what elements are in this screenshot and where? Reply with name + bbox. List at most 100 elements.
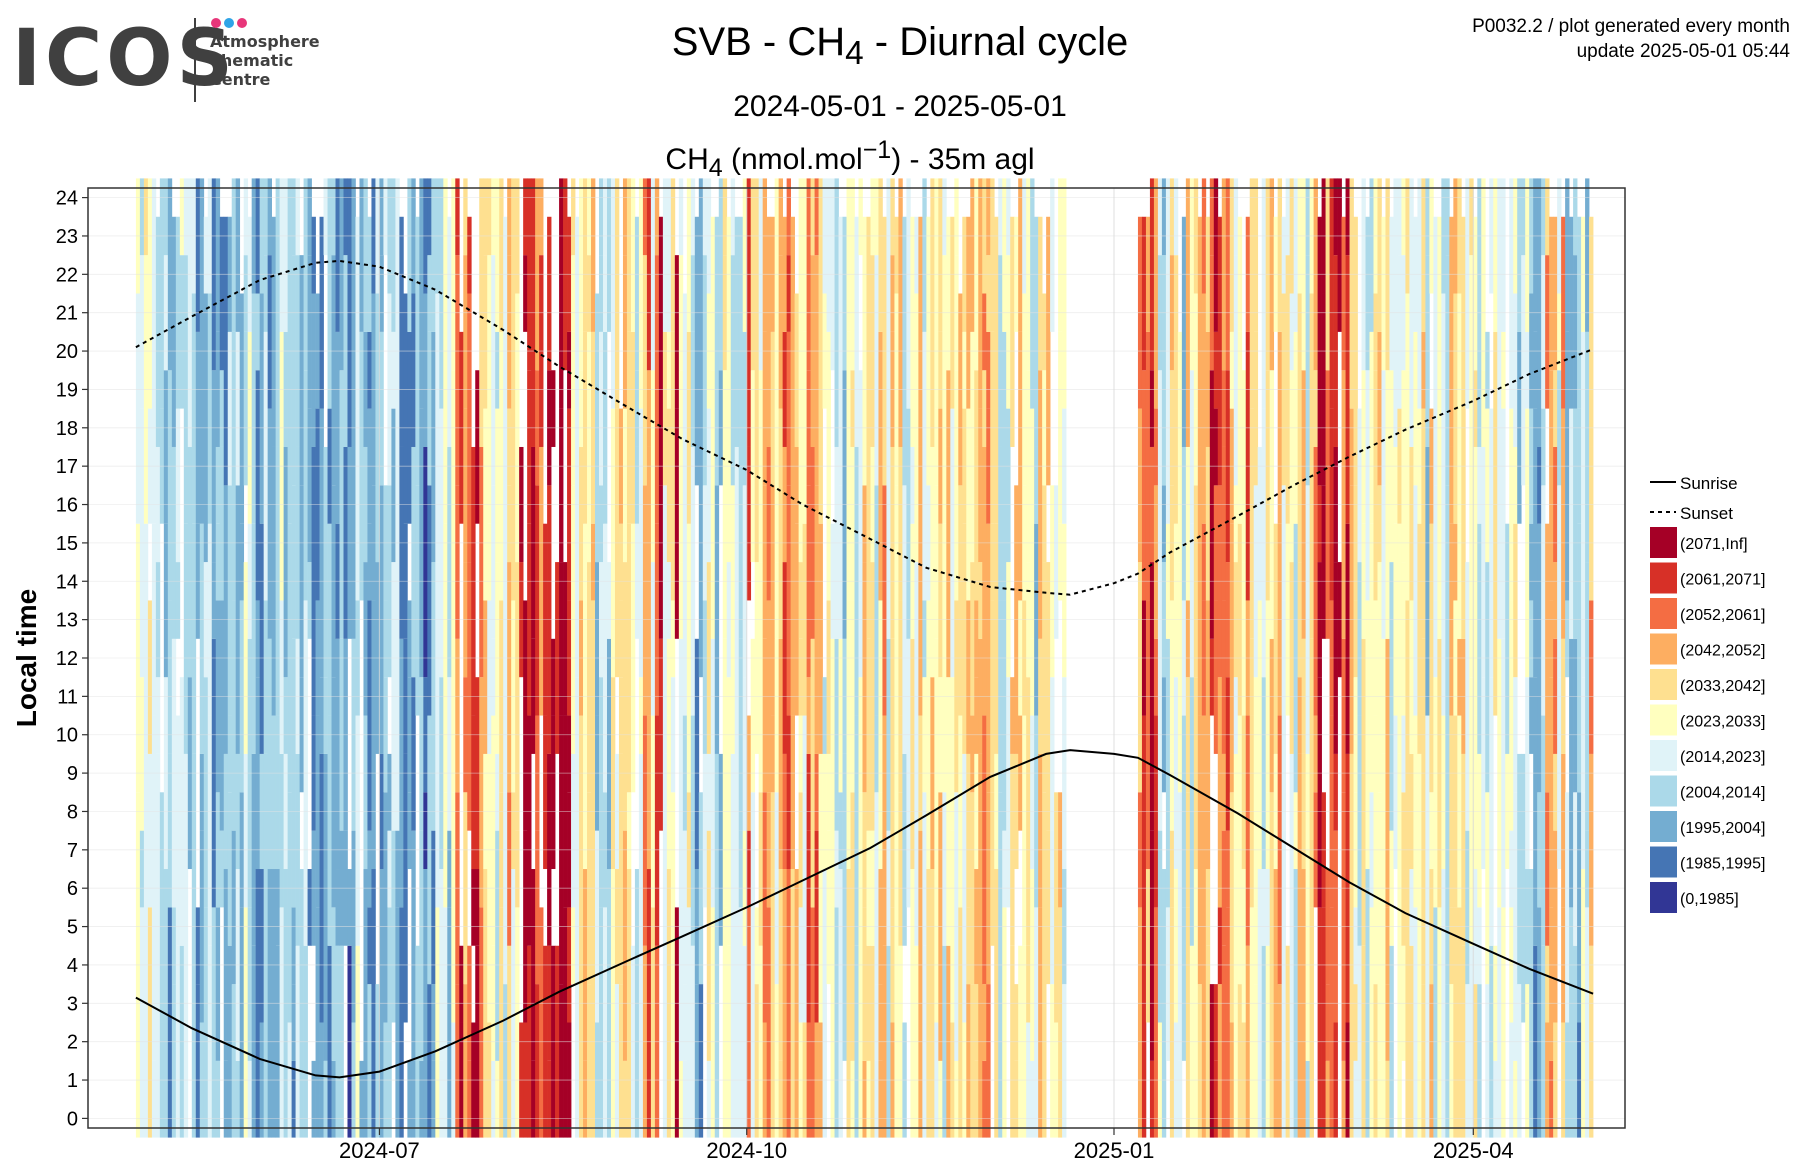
heatmap-cell [155,677,161,754]
heatmap-cell [1421,408,1426,639]
heatmap-cell [1273,523,1279,754]
icos-logo: ICOS Atmosphere Thematic Centre [12,14,332,104]
heatmap-cell [235,984,241,1061]
heatmap-cell [1269,638,1275,793]
heatmap-cell [998,446,1003,601]
heatmap-cell [1177,562,1183,793]
heatmap-cell [195,178,201,332]
heatmap-cell [618,753,624,985]
heatmap-cell [1405,869,1410,1023]
heatmap-cell [1393,715,1398,870]
heatmap-cell [766,907,772,1138]
heatmap-cell [379,331,384,486]
heatmap-cell [215,1060,221,1138]
heatmap-cell [1265,792,1271,870]
heatmap-cell [203,907,209,1138]
legend-label-sunset: Sunset [1680,504,1733,523]
heatmap-cell [934,178,939,409]
heatmap-cell [966,984,971,1138]
heatmap-cell [559,984,564,1138]
heatmap-cell [874,485,879,716]
heatmap-cell [147,753,153,908]
heatmap-cell [159,178,165,409]
heatmap-cell [766,216,772,447]
heatmap-cell [1529,523,1534,601]
heatmap-cell [1581,792,1586,870]
heatmap-cell [630,178,636,332]
heatmap-cell [535,485,540,716]
heatmap-cell [1193,408,1199,486]
heatmap-cell [1161,178,1167,256]
heatmap-cell [151,446,157,524]
heatmap-cell [279,178,284,332]
heatmap-cell [571,753,576,908]
heatmap-cell [814,255,819,486]
heatmap-cell [143,178,149,256]
heatmap-cell [591,178,596,332]
heatmap-cell [487,178,492,256]
plot-info-line-2: update 2025-05-01 05:44 [1576,41,1790,62]
heatmap-cell [427,984,432,1138]
heatmap-cell [559,408,564,563]
heatmap-cell [1417,1060,1422,1138]
heatmap-cell [383,600,388,678]
heatmap-cell [846,869,851,1023]
heatmap-cell [1002,178,1007,332]
heatmap-cell [1165,446,1171,524]
heatmap-cell [531,293,536,447]
chart-subtitle: CH4 (nmol.mol−1) - 35m agl [500,136,1200,183]
heatmap-cell [986,255,991,332]
heatmap-cell [810,907,815,1138]
heatmap-cell [618,600,624,678]
heatmap-cell [686,178,692,332]
heatmap-cell [1353,1060,1358,1138]
y-tick-label: 11 [57,686,78,708]
heatmap-cell [1269,792,1275,1023]
heatmap-cell [694,638,700,870]
heatmap-cell [307,255,312,409]
heatmap-cell [1445,984,1450,1138]
heatmap-cell [1241,869,1247,1023]
legend-bin-label: (2071,Inf] [1680,536,1748,553]
heatmap-cell [203,216,209,294]
heatmap-cell [1473,715,1478,870]
heatmap-cell [167,446,173,601]
heatmap-cell [1561,753,1566,908]
heatmap-cell [1233,677,1239,754]
heatmap-cell [898,792,903,946]
heatmap-cell [1557,293,1562,371]
heatmap-cell [1030,178,1035,409]
heatmap-cell [922,792,927,946]
heatmap-cell [255,370,261,601]
heatmap-cell [295,178,300,256]
heatmap-cell [1541,408,1546,486]
heatmap-cell [1317,485,1322,563]
heatmap-cell [1421,178,1426,332]
heatmap-cell [994,293,999,524]
heatmap-cell [219,446,225,601]
heatmap-cell [1365,216,1370,371]
heatmap-cell [682,830,688,985]
heatmap-cell [866,1060,871,1138]
heatmap-cell [507,255,512,332]
heatmap-cell [399,216,404,447]
heatmap-cell [303,869,308,946]
heatmap-cell [1153,178,1159,409]
heatmap-cell [1225,293,1231,371]
heatmap-cell [599,907,604,1138]
heatmap-cell [670,600,676,678]
heatmap-cell [826,753,831,831]
heatmap-cell [934,638,939,870]
heatmap-cell [858,178,863,256]
heatmap-cell [491,638,496,716]
heatmap-cell [1353,907,1358,985]
heatmap-cell [1253,984,1259,1138]
heatmap-cell [1337,178,1342,332]
heatmap-cell [179,178,185,256]
heatmap-cell [1289,293,1294,371]
heatmap-cell [1249,907,1255,1138]
heatmap-cell [551,715,556,870]
heatmap-cell [1397,255,1402,409]
heatmap-cell [151,293,157,447]
